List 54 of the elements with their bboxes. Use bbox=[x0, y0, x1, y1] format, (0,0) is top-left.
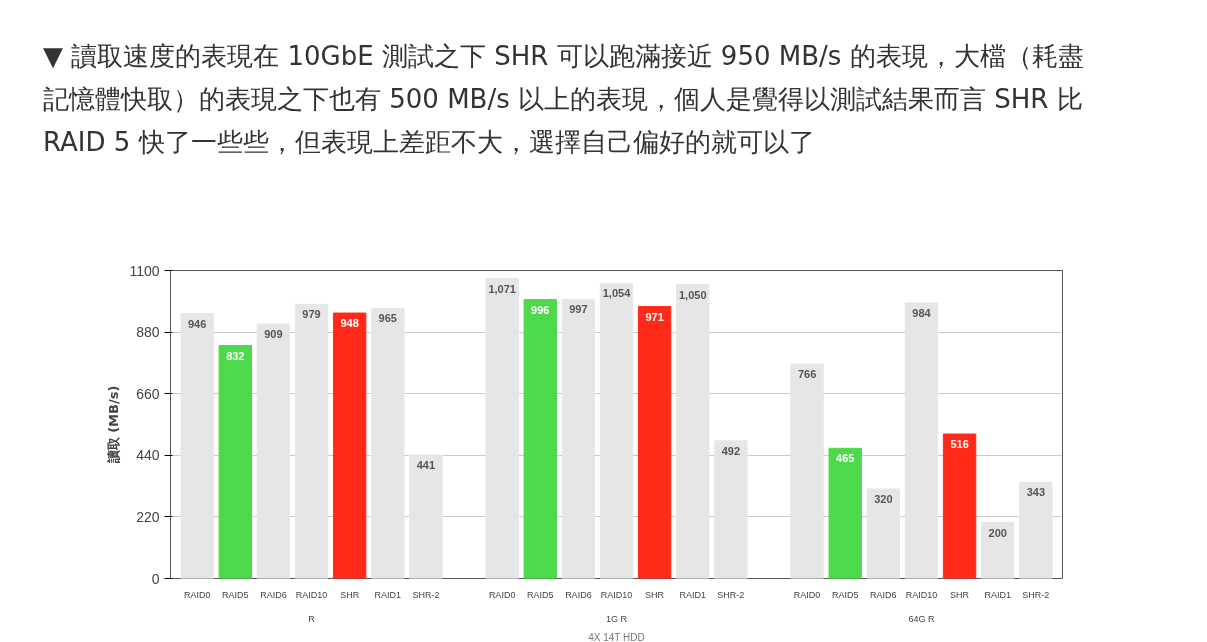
x-tick-label: RAID6 bbox=[565, 589, 592, 600]
x-tick-label: RAID10 bbox=[295, 589, 328, 600]
text: R bbox=[308, 613, 316, 624]
data-label: 996 bbox=[531, 303, 550, 316]
data-label: 909 bbox=[264, 327, 283, 340]
x-tick-label: SHR bbox=[645, 589, 665, 600]
x-tick-label: RAID1 bbox=[984, 589, 1011, 600]
data-label: 1,050 bbox=[678, 288, 707, 301]
y-tick-label: 220 bbox=[136, 508, 160, 525]
chart-title: ▼ 讀取速度的表現在 10GbE 測試之下 SHR 可以跑滿接近 950 MB/s 的表現，大檔（耗盡記憶體快取）的表現之下也有 500 MB/s 以上的表現，個人是覺得以測試結果而言 SHR 比 RAID 5 快了一些些，但表現上差距不大，選擇自己偏好的就可以了 bbox=[43, 40, 1085, 159]
x-tick-label: RAID5 bbox=[222, 589, 249, 600]
data-label: 948 bbox=[340, 317, 359, 330]
text: 64G R bbox=[908, 613, 935, 624]
data-label: 832 bbox=[226, 349, 245, 362]
y-tick-label: 660 bbox=[136, 385, 160, 402]
x-tick-label: RAID0 bbox=[793, 589, 821, 600]
x-tick-label: RAID1 bbox=[679, 589, 706, 600]
data-label: 465 bbox=[836, 452, 855, 465]
x-tick-label: SHR-2 bbox=[717, 589, 745, 600]
x-tick-label: RAID5 bbox=[527, 589, 554, 600]
data-label: 516 bbox=[950, 438, 969, 451]
x-tick-label: RAID5 bbox=[831, 589, 859, 600]
x-tick-label: RAID10 bbox=[905, 589, 938, 600]
data-label: 441 bbox=[416, 459, 436, 472]
x-axis-title: 4X 14T HDD bbox=[588, 631, 645, 642]
x-tick-label: SHR bbox=[950, 589, 970, 600]
x-tick-label: SHR-2 bbox=[1022, 589, 1050, 600]
data-label: 320 bbox=[874, 492, 893, 505]
x-tick-label: RAID10 bbox=[600, 589, 633, 600]
y-tick-label: 440 bbox=[136, 447, 160, 464]
x-tick-label: RAID6 bbox=[870, 589, 897, 600]
x-tick-label: SHR bbox=[340, 589, 360, 600]
x-tick-label: RAID0 bbox=[183, 589, 211, 600]
data-label: 766 bbox=[797, 368, 817, 381]
y-tick-label: 0 bbox=[151, 570, 160, 587]
data-label: 200 bbox=[988, 526, 1007, 539]
x-tick-label: SHR-2 bbox=[412, 589, 440, 600]
x-tick-label: RAID0 bbox=[488, 589, 516, 600]
data-label: 946 bbox=[188, 317, 207, 330]
data-label: 984 bbox=[912, 306, 932, 319]
data-label: 971 bbox=[645, 310, 664, 323]
x-tick-label: RAID6 bbox=[260, 589, 287, 600]
data-label: 343 bbox=[1026, 486, 1045, 499]
y-tick-label: 880 bbox=[136, 324, 160, 341]
data-label: 1,071 bbox=[488, 282, 516, 295]
data-label: 1,054 bbox=[602, 287, 632, 300]
text: 1G R bbox=[606, 613, 628, 624]
data-label: 492 bbox=[721, 444, 741, 457]
data-label: 979 bbox=[302, 308, 321, 321]
y-axis-title: 讀取 (MB/s) bbox=[106, 385, 122, 465]
y-tick-label: 1100 bbox=[129, 262, 160, 279]
data-label: 965 bbox=[378, 312, 397, 325]
data-label: 997 bbox=[569, 303, 588, 316]
x-tick-label: RAID1 bbox=[374, 589, 402, 600]
